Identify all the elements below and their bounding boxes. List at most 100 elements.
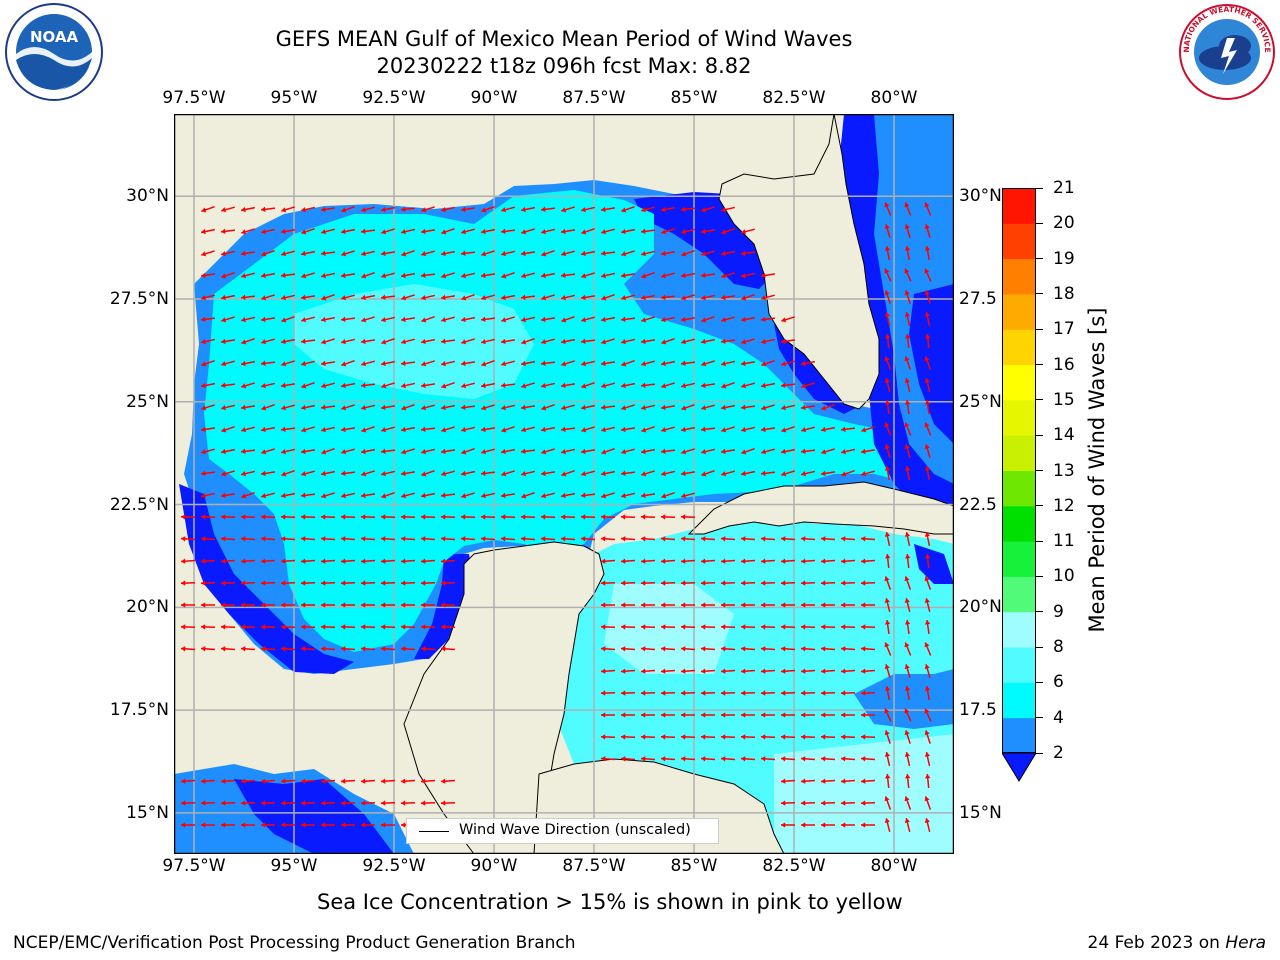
wave-direction-arrowhead	[341, 558, 346, 564]
wave-direction-arrowhead	[221, 822, 226, 828]
wave-direction-arrowhead	[441, 317, 447, 323]
wave-direction-arrowhead	[201, 405, 207, 411]
wave-direction-arrowhead	[341, 316, 346, 322]
wave-direction-arrowhead	[821, 558, 826, 564]
wave-direction-arrowhead	[681, 756, 686, 762]
wave-direction-arrowhead	[721, 427, 727, 433]
wave-direction-arrowhead	[884, 246, 891, 251]
pacific-water-dark	[234, 779, 394, 854]
wave-direction-arrowhead	[661, 250, 666, 257]
wave-direction-arrowhead	[381, 206, 386, 213]
wave-direction-arrowhead	[621, 361, 627, 367]
wave-direction-arrowhead	[761, 712, 766, 718]
sea-ice-caption: Sea Ice Concentration > 15% is shown in …	[317, 890, 903, 914]
wave-direction-arrowhead	[181, 580, 186, 586]
wave-direction-arrowhead	[621, 207, 627, 213]
wave-direction-arrowhead	[681, 624, 686, 630]
wave-direction-arrowhead	[681, 646, 686, 652]
wave-direction-arrowhead	[621, 690, 626, 696]
wave-direction-arrowhead	[201, 580, 206, 586]
wave-direction-arrowhead	[401, 624, 406, 630]
colorbar-tick-label: 15	[1053, 389, 1075, 410]
wave-direction-arrowhead	[885, 774, 891, 779]
wave-direction-arrowhead	[781, 800, 786, 806]
wave-direction-arrowhead	[721, 646, 726, 652]
wave-direction-arrowhead	[421, 536, 426, 542]
wave-direction-arrowhead	[341, 514, 346, 520]
wave-direction-arrowhead	[621, 712, 626, 718]
wave-direction-arrowhead	[924, 400, 931, 405]
wave-direction-arrowhead	[841, 558, 846, 564]
wave-direction-arrowhead	[761, 690, 766, 696]
wave-direction-arrowhead	[281, 646, 286, 652]
wave-direction-arrowhead	[461, 316, 466, 323]
wave-direction-arrowhead	[601, 206, 606, 213]
wave-direction-arrowhead	[781, 558, 786, 564]
wave-direction-arrowhead	[541, 493, 547, 499]
wave-direction-arrowhead	[701, 426, 706, 432]
wave-direction-arrowhead	[181, 536, 186, 542]
wave-direction-arrowhead	[904, 532, 911, 537]
wave-direction-arrowhead	[421, 778, 426, 784]
wave-direction-arrowhead	[701, 734, 706, 740]
wave-direction-arrowhead	[581, 317, 587, 323]
wave-direction-arrowhead	[884, 730, 890, 736]
wave-direction-arrowhead	[241, 448, 246, 454]
wave-direction-arrowhead	[621, 558, 626, 564]
wave-direction-arrowhead	[541, 426, 546, 433]
longitude-tick-label: 90°W	[470, 88, 518, 108]
wave-direction-arrowhead	[905, 554, 911, 559]
wave-direction-arrowhead	[701, 207, 707, 213]
latitude-tick-label: 27.5°N	[109, 289, 169, 309]
wave-direction-arrowhead	[361, 580, 366, 586]
wave-direction-arrowhead	[261, 624, 266, 630]
wave-direction-arrowhead	[821, 712, 826, 718]
wave-direction-arrowhead	[501, 251, 506, 257]
colorbar-label: Mean Period of Wind Waves [s]	[1085, 307, 1109, 633]
wave-direction-arrowhead	[361, 448, 366, 455]
wave-direction-arrowhead	[321, 316, 326, 323]
colorbar-tick-mark	[1036, 575, 1043, 577]
wave-direction-arrowhead	[741, 360, 746, 367]
wave-direction-arrowhead	[361, 822, 366, 828]
wave-direction-arrowhead	[361, 317, 367, 323]
wave-direction-arrowhead	[401, 800, 406, 806]
wave-direction-arrowhead	[884, 708, 890, 714]
wave-direction-arrowhead	[461, 449, 467, 455]
wave-direction-arrowhead	[761, 734, 766, 740]
wave-direction-arrowhead	[781, 778, 786, 784]
wave-direction-arrowhead	[885, 554, 891, 559]
wave-direction-arrowhead	[601, 668, 606, 674]
wave-direction-arrowhead	[441, 250, 446, 257]
longitude-tick-label: 85°W	[670, 856, 718, 876]
wave-direction-arrowhead	[321, 206, 326, 213]
wave-direction-arrowhead	[441, 383, 447, 389]
wave-direction-arrowhead	[661, 536, 666, 542]
wave-direction-arrowhead	[261, 316, 266, 323]
wave-direction-arrowhead	[241, 317, 246, 323]
wave-direction-arrowhead	[361, 471, 367, 477]
wave-direction-arrowhead	[861, 558, 866, 564]
wave-direction-arrowhead	[381, 339, 387, 345]
wave-direction-arrowhead	[401, 206, 406, 212]
wave-direction-arrowhead	[721, 229, 727, 235]
wave-direction-arrowhead	[381, 427, 387, 433]
wave-direction-arrowhead	[701, 405, 707, 411]
wave-direction-arrowhead	[221, 646, 226, 652]
wave-direction-arrowhead	[201, 800, 206, 806]
wave-direction-arrowhead	[481, 207, 487, 213]
wave-direction-arrowhead	[884, 378, 890, 383]
wave-direction-arrowhead	[221, 778, 226, 784]
wave-direction-arrowhead	[841, 778, 846, 784]
wave-direction-arrowhead	[441, 404, 446, 411]
wave-direction-arrowhead	[821, 624, 826, 630]
colorbar-tick-mark	[1036, 222, 1043, 224]
colorbar-tick-label: 12	[1053, 495, 1075, 516]
colorbar-tick-mark	[1036, 752, 1043, 754]
wave-direction-arrowhead	[241, 250, 246, 257]
wave-direction-arrowhead	[401, 383, 406, 389]
wave-direction-arrowhead	[301, 361, 306, 367]
wave-direction-arrowhead	[341, 382, 346, 389]
wave-direction-arrowhead	[401, 229, 406, 235]
wave-direction-arrowhead	[601, 624, 606, 630]
